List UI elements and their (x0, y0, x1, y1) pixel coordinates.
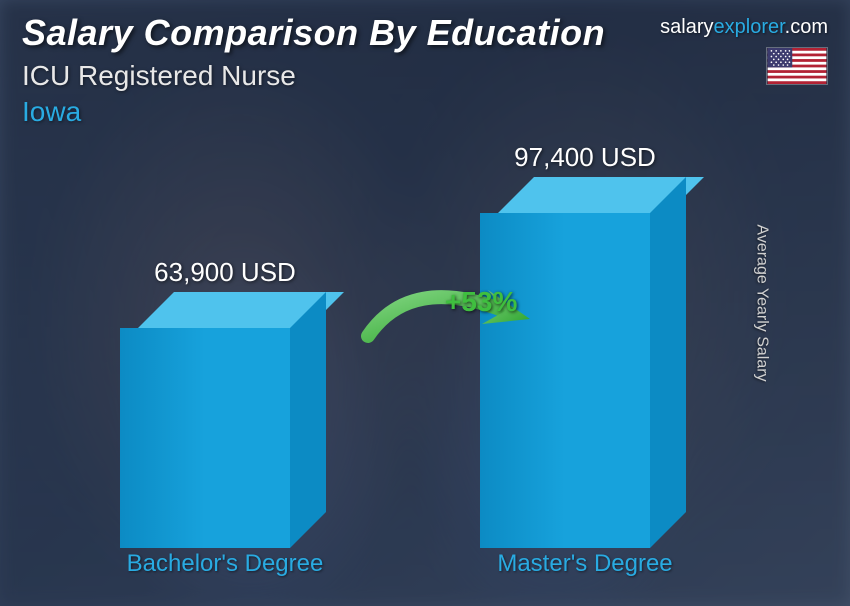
bar-front (480, 213, 650, 548)
bar-front (120, 328, 290, 548)
bar-side (290, 292, 326, 548)
location-label: Iowa (22, 96, 828, 128)
chart-area: Bachelor's Degree 63,900 USD Master's Degr… (80, 138, 750, 578)
bar-value: 63,900 USD (120, 257, 330, 288)
bar-label: Master's Degree (480, 550, 690, 578)
bar-label: Bachelor's Degree (120, 550, 330, 578)
flag-icon (766, 47, 828, 85)
brand-suffix: .com (785, 16, 828, 38)
brand-text: salaryexplorer.com (660, 16, 828, 39)
brand-prefix: salary (660, 16, 713, 38)
percent-change-badge: +53% (445, 286, 517, 318)
brand-mid: explorer (714, 16, 785, 38)
brand-block: salaryexplorer.com (660, 16, 828, 85)
y-axis-label: Average Yearly Salary (752, 224, 770, 381)
bar-side (650, 177, 686, 548)
bar-value: 97,400 USD (480, 142, 690, 173)
